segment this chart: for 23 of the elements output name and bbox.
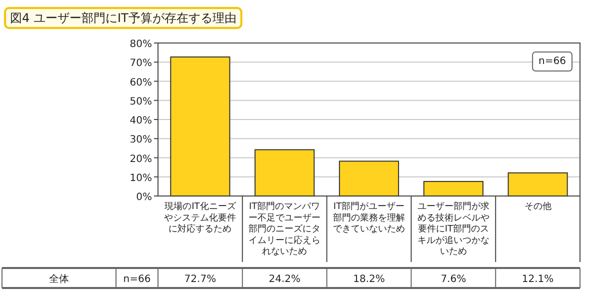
y-tick-label: 70% [130, 58, 152, 70]
x-tick-label: IT部門がユーザー部門の業務を理解できていないため [333, 201, 405, 235]
y-tick-label: 10% [130, 172, 152, 184]
data-label: 72.7% [184, 274, 216, 285]
text: 全体 [49, 273, 69, 285]
data-label: 12.1% [522, 274, 554, 285]
y-tick-label: 50% [130, 96, 152, 108]
x-tick-label: ユーザー部門が求める技術レベルや要件にIT部門のスキルが追いつかないため [417, 201, 490, 258]
data-label: 24.2% [268, 274, 300, 285]
y-tick-label: 20% [130, 154, 152, 165]
annotation: n=66 [538, 56, 566, 67]
y-tick-label: 80% [130, 39, 152, 50]
y-tick-label: 40% [130, 116, 152, 126]
chart-title: 図4 ユーザー部門にIT予算が存在する理由 [10, 11, 236, 25]
y-tick-label: 0% [136, 192, 152, 203]
text: n=66 [123, 274, 151, 285]
y-tick-label: 30% [130, 134, 152, 146]
x-tick-label: その他 [524, 201, 552, 212]
data-label: 18.2% [353, 274, 385, 285]
data-label: 7.6% [440, 274, 466, 285]
x-tick-label: 現場のIT化ニーズやシステム化要件に対応するため [164, 201, 237, 235]
x-tick-label: IT部門のマンパワー不足でユーザー部門のニーズにタイムリーに応えられないため [248, 201, 321, 258]
y-tick-label: 60% [130, 77, 152, 88]
